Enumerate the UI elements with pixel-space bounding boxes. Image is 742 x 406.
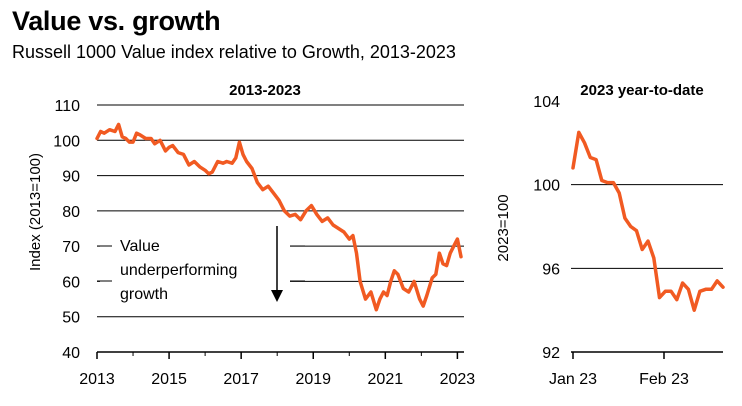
- annotation-arrow-head: [271, 290, 283, 302]
- right-y-tick-label: 104: [533, 94, 560, 111]
- annotation: Value underperforming growth: [97, 226, 305, 305]
- right-y-axis-label: 2023=100: [495, 194, 512, 261]
- right-x-tick-label: Feb 23: [639, 371, 689, 388]
- annotation-line-2: underperforming: [120, 262, 237, 279]
- left-y-axis-label: Index (2013=100): [27, 153, 44, 271]
- left-y-tick-label: 70: [62, 239, 80, 256]
- left-x-tick-label: 2015: [151, 371, 187, 388]
- annotation-bg: [100, 233, 290, 305]
- annotation-line-3: growth: [120, 286, 168, 303]
- right-y-tick-label: 100: [533, 178, 560, 195]
- annotation-line-1: Value: [120, 238, 160, 255]
- left-panel-title-bg: [95, 81, 465, 99]
- left-x-tick-label: 2017: [223, 371, 259, 388]
- left-panel-title: 2013-2023: [229, 82, 301, 99]
- right-x-tick-label: Jan 23: [549, 371, 597, 388]
- chart-subtitle: Russell 1000 Value index relative to Gro…: [12, 42, 456, 62]
- left-x-tick-labels: 2013 2015 2017 2019 2021 2023: [79, 352, 475, 388]
- left-x-tick-label: 2023: [440, 371, 476, 388]
- left-y-tick-label: 50: [62, 310, 80, 327]
- right-panel-title: 2023 year-to-date: [580, 82, 703, 99]
- right-panel: 2023 year-to-date 92 96 100 104 Jan 23 Feb 2…: [495, 82, 725, 388]
- right-series-line: [571, 130, 725, 312]
- left-x-tick-label: 2021: [368, 371, 404, 388]
- right-y-tick-labels: 92 96 100 104: [533, 94, 560, 362]
- right-x-tick-labels: Jan 23 Feb 23: [549, 352, 689, 388]
- left-y-tick-label: 60: [62, 274, 80, 291]
- left-x-tick-label: 2019: [295, 371, 331, 388]
- chart-title: Value vs. growth: [12, 6, 221, 36]
- left-y-tick-labels: 40 50 60 70 80 90 100 110: [53, 98, 80, 362]
- left-series-line: [95, 122, 463, 312]
- left-y-tick-label: 90: [62, 169, 80, 186]
- left-y-tick-label: 110: [54, 98, 80, 115]
- left-y-tick-label: 40: [62, 345, 80, 362]
- right-gridlines: [571, 184, 723, 269]
- left-y-tick-label: 80: [62, 204, 80, 221]
- right-y-tick-label: 96: [542, 261, 560, 278]
- left-x-tick-label: 2013: [79, 371, 115, 388]
- left-y-tick-label: 100: [53, 133, 80, 150]
- right-y-tick-label: 92: [542, 345, 560, 362]
